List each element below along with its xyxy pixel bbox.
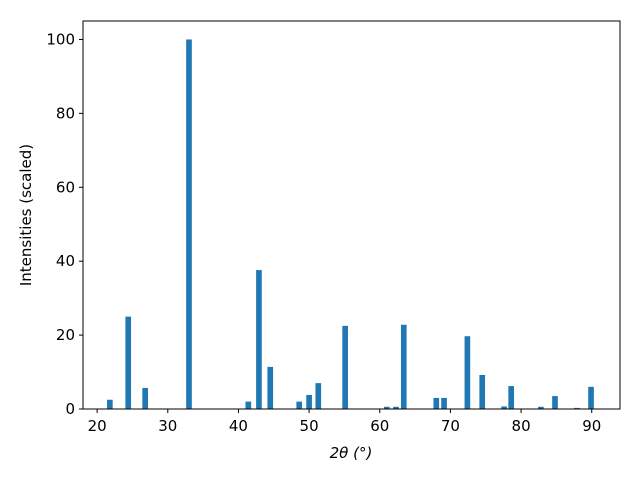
bar [393, 406, 399, 409]
bar [342, 325, 348, 409]
y-tick-label: 40 [56, 252, 75, 270]
bar [306, 394, 312, 409]
x-tick-label: 20 [88, 417, 107, 435]
bar [186, 39, 192, 409]
bar [256, 270, 262, 409]
y-tick-label: 60 [56, 178, 75, 196]
y-axis-label: Intensities (scaled) [17, 144, 35, 286]
y-tick-label: 20 [56, 326, 75, 344]
bar [267, 366, 274, 409]
y-tick-label: 100 [46, 30, 75, 48]
bar [538, 406, 544, 409]
x-tick-label: 40 [229, 417, 248, 435]
plot-frame [82, 20, 621, 410]
bar [552, 396, 558, 409]
bar [142, 387, 149, 409]
x-tick-label: 90 [582, 417, 601, 435]
bar [464, 336, 471, 409]
bar [107, 399, 113, 409]
x-tick-label: 30 [158, 417, 177, 435]
bar [508, 386, 515, 409]
x-axis-label: 2θ (°) [330, 444, 373, 462]
bar [574, 407, 580, 409]
y-tick-label: 80 [56, 104, 75, 122]
bar [479, 375, 486, 409]
bar [125, 316, 132, 409]
bar [296, 401, 303, 409]
bar [315, 383, 322, 409]
bar [245, 401, 252, 409]
bar [441, 397, 447, 409]
y-tick-label: 0 [65, 400, 75, 418]
bar [501, 406, 507, 409]
x-tick-label: 50 [300, 417, 319, 435]
x-tick-label: 80 [512, 417, 531, 435]
x-tick-label: 70 [441, 417, 460, 435]
x-tick-label: 60 [370, 417, 389, 435]
bar [433, 397, 440, 409]
bar [384, 406, 390, 409]
bar [588, 386, 594, 409]
bar [400, 324, 407, 409]
